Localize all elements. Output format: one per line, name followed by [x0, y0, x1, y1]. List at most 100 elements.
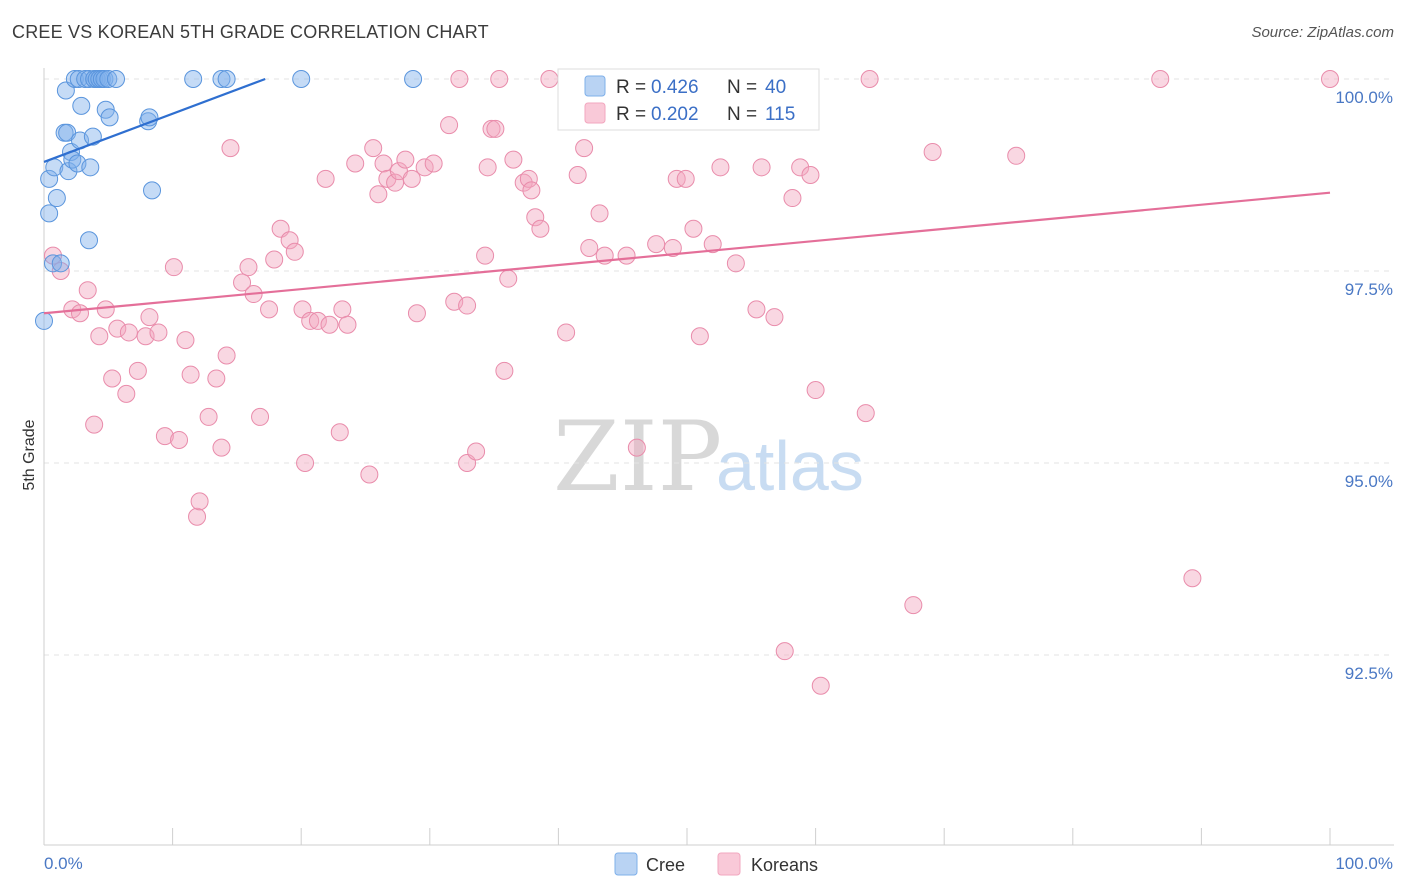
korean-point-29: [239, 258, 258, 277]
korean-point-105: [811, 676, 830, 695]
korean-point-50: [374, 154, 393, 173]
korean-point-56: [407, 304, 426, 323]
korean-point-109: [923, 142, 942, 161]
legend-swatch-korean: [584, 102, 606, 124]
korean-point-40: [308, 311, 327, 330]
korean-point-102: [791, 158, 810, 177]
korean-point-17: [164, 258, 183, 277]
legend-n-value-cree: 40: [765, 77, 786, 98]
korean-point-96: [726, 254, 745, 273]
cree-point-35: [184, 70, 203, 88]
korean-point-38: [296, 454, 315, 472]
korean-point-43: [330, 423, 349, 442]
korean-point-112: [1183, 569, 1202, 588]
korean-point-15: [149, 323, 168, 342]
korean-point-31: [251, 407, 270, 426]
korean-point-9: [108, 319, 127, 338]
bottom-legend-swatch-cree: [614, 852, 638, 876]
cree-trendline: [43, 77, 266, 163]
korean-point-82: [575, 139, 594, 158]
korean-point-49: [369, 185, 388, 204]
korean-point-101: [783, 189, 802, 208]
korean-point-23: [199, 407, 218, 426]
cree-point-22: [83, 127, 102, 146]
bottom-legend-label-korean: Koreans: [751, 855, 818, 875]
korean-point-71: [499, 269, 518, 288]
korean-point-32: [260, 300, 279, 319]
korean-point-69: [490, 70, 509, 88]
korean-point-28: [233, 273, 252, 292]
korean-point-11: [119, 323, 138, 342]
trendlines: [43, 77, 1331, 315]
korean-point-52: [386, 173, 405, 192]
y-axis-title: 5th Grade: [21, 419, 38, 490]
korean-point-72: [504, 150, 523, 169]
korean-point-99: [765, 308, 784, 327]
korean-point-76: [526, 208, 545, 227]
korean-point-21: [188, 507, 207, 526]
legend-r-label-cree: R =: [616, 77, 646, 98]
korean-point-35: [280, 231, 299, 250]
chart-title: CREE VS KOREAN 5TH GRADE CORRELATION CHA…: [12, 22, 489, 42]
korean-point-18: [170, 430, 189, 449]
korean-point-54: [396, 150, 415, 169]
korean-point-97: [747, 300, 766, 319]
y-tick-label-0: 100.0%: [1335, 88, 1393, 107]
legend-n-value-korean: 115: [765, 104, 795, 125]
x-tick-label-max: 100.0%: [1335, 854, 1393, 873]
korean-point-78: [540, 70, 559, 88]
korean-point-8: [103, 369, 122, 388]
cree-point-13: [65, 70, 84, 88]
cree-point-5: [47, 189, 66, 208]
korean-point-77: [531, 219, 550, 238]
korean-point-89: [663, 238, 682, 257]
korean-point-93: [690, 327, 709, 346]
korean-point-19: [176, 331, 195, 350]
korean-point-79: [557, 323, 576, 342]
korean-point-113: [1321, 70, 1339, 88]
korean-point-63: [458, 296, 477, 315]
korean-point-86: [617, 246, 636, 265]
legend-n-label-cree: N =: [727, 77, 757, 98]
cree-point-1: [40, 169, 59, 188]
korean-point-25: [212, 438, 231, 457]
korean-points: [44, 70, 1339, 695]
korean-point-45: [338, 315, 357, 334]
bottom-legend-label-cree: Cree: [646, 855, 685, 875]
korean-point-107: [860, 70, 879, 88]
cree-point-21: [81, 158, 100, 177]
korean-point-5: [85, 415, 104, 434]
korean-point-110: [1007, 146, 1026, 165]
korean-point-103: [801, 166, 820, 184]
x-tick-label-min: 0.0%: [44, 854, 83, 873]
legend-swatch-cree: [584, 75, 606, 97]
korean-point-44: [333, 300, 352, 319]
korean-point-61: [450, 70, 469, 88]
korean-point-12: [128, 361, 147, 380]
korean-point-67: [482, 119, 501, 138]
cree-point-39: [404, 70, 423, 88]
legend-n-label-korean: N =: [727, 104, 757, 125]
cree-point-10: [59, 162, 78, 181]
y-tick-label-2: 95.0%: [1345, 472, 1393, 491]
korean-point-26: [217, 346, 236, 365]
korean-point-3: [71, 304, 90, 323]
korean-point-104: [806, 381, 825, 400]
korean-point-111: [1151, 70, 1170, 88]
cree-point-29: [99, 70, 118, 88]
korean-point-106: [856, 404, 875, 423]
cree-point-0: [35, 311, 53, 330]
korean-point-92: [684, 219, 703, 238]
korean-point-20: [181, 365, 200, 384]
cree-point-17: [72, 96, 91, 115]
korean-point-55: [402, 169, 421, 188]
korean-point-84: [590, 204, 609, 223]
watermark-atlas: atlas: [716, 427, 864, 505]
korean-point-70: [495, 361, 514, 380]
cree-point-30: [100, 108, 119, 127]
korean-point-65: [476, 246, 495, 265]
korean-point-10: [117, 384, 136, 403]
korean-point-0: [44, 246, 63, 265]
cree-point-31: [107, 70, 126, 88]
korean-point-58: [424, 154, 443, 173]
